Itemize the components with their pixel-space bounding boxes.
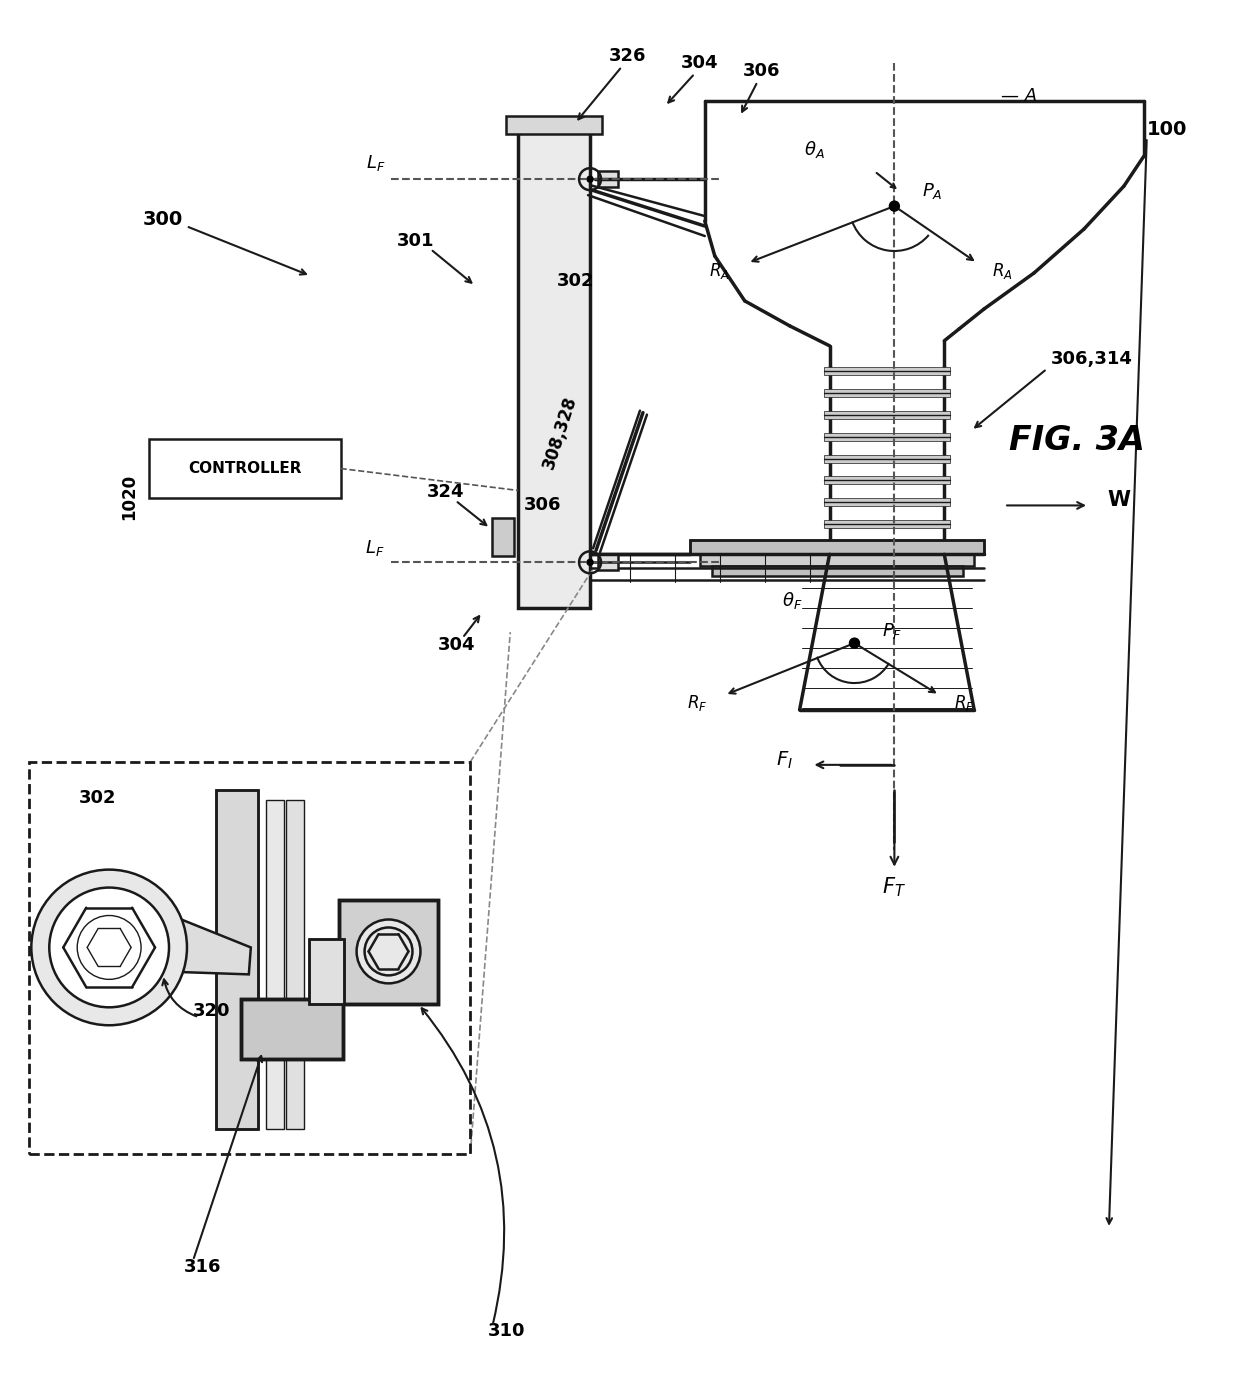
Text: W: W [1107, 491, 1130, 511]
Text: $F_T$: $F_T$ [883, 876, 906, 900]
Text: 304: 304 [681, 54, 718, 73]
Bar [518, 120, 590, 608]
Circle shape [50, 887, 169, 1007]
Text: 306,314: 306,314 [1052, 350, 1133, 368]
Text: $R_F$: $R_F$ [955, 693, 975, 713]
Text: $\theta_A$: $\theta_A$ [805, 138, 825, 160]
Text: 310: 310 [489, 1321, 526, 1339]
Circle shape [849, 638, 859, 649]
Bar [241, 999, 342, 1059]
Bar [216, 790, 258, 1129]
Bar [598, 172, 618, 187]
Text: — A: — A [1001, 88, 1038, 106]
Text: 320: 320 [193, 1002, 231, 1020]
Bar [265, 799, 284, 1129]
Text: 302: 302 [557, 272, 595, 290]
Text: 306: 306 [743, 63, 780, 81]
Bar [339, 900, 439, 1004]
Bar [823, 543, 950, 551]
Text: 306: 306 [523, 497, 560, 515]
Bar [689, 540, 985, 554]
Text: 301: 301 [397, 232, 434, 250]
Bar [492, 519, 515, 557]
Text: $\theta_F$: $\theta_F$ [782, 590, 802, 611]
Text: 100: 100 [1147, 120, 1187, 138]
Bar [309, 939, 343, 1004]
Bar [285, 799, 304, 1129]
Text: 326: 326 [609, 47, 647, 66]
Bar [309, 939, 343, 1004]
Bar [241, 999, 342, 1059]
Bar [598, 554, 618, 571]
Text: $L_F$: $L_F$ [365, 538, 384, 558]
Bar [506, 116, 603, 134]
Circle shape [31, 869, 187, 1025]
Bar [689, 540, 985, 554]
Bar [712, 566, 963, 576]
Circle shape [889, 201, 899, 211]
Text: $F_I$: $F_I$ [776, 749, 792, 770]
Polygon shape [161, 915, 250, 974]
Text: 300: 300 [143, 209, 184, 229]
Text: $R_A$: $R_A$ [709, 261, 730, 280]
Bar [823, 410, 950, 418]
Text: $L_F$: $L_F$ [366, 153, 386, 173]
Bar [823, 432, 950, 441]
Text: $P_A$: $P_A$ [923, 181, 942, 201]
Text: 302: 302 [79, 788, 117, 806]
Text: $R_A$: $R_A$ [992, 261, 1013, 280]
Bar [149, 438, 341, 498]
Bar [339, 900, 439, 1004]
Bar [823, 367, 950, 375]
Text: FIG. 3A: FIG. 3A [1009, 424, 1145, 458]
Text: CONTROLLER: CONTROLLER [188, 460, 301, 476]
Text: 316: 316 [184, 1258, 222, 1275]
Circle shape [587, 559, 593, 565]
Bar [216, 790, 258, 1129]
Text: 1020: 1020 [120, 473, 138, 519]
Bar [30, 762, 470, 1154]
Bar [823, 498, 950, 506]
Text: 304: 304 [438, 636, 475, 654]
Bar [699, 554, 975, 566]
Text: 308,328: 308,328 [541, 393, 580, 472]
Text: 324: 324 [427, 484, 464, 501]
Bar [823, 520, 950, 529]
Bar [823, 455, 950, 463]
Bar [823, 389, 950, 396]
Text: $P_F$: $P_F$ [883, 621, 903, 642]
Bar [823, 477, 950, 484]
Circle shape [587, 176, 593, 183]
Text: $R_F$: $R_F$ [687, 693, 708, 713]
Circle shape [357, 919, 420, 983]
